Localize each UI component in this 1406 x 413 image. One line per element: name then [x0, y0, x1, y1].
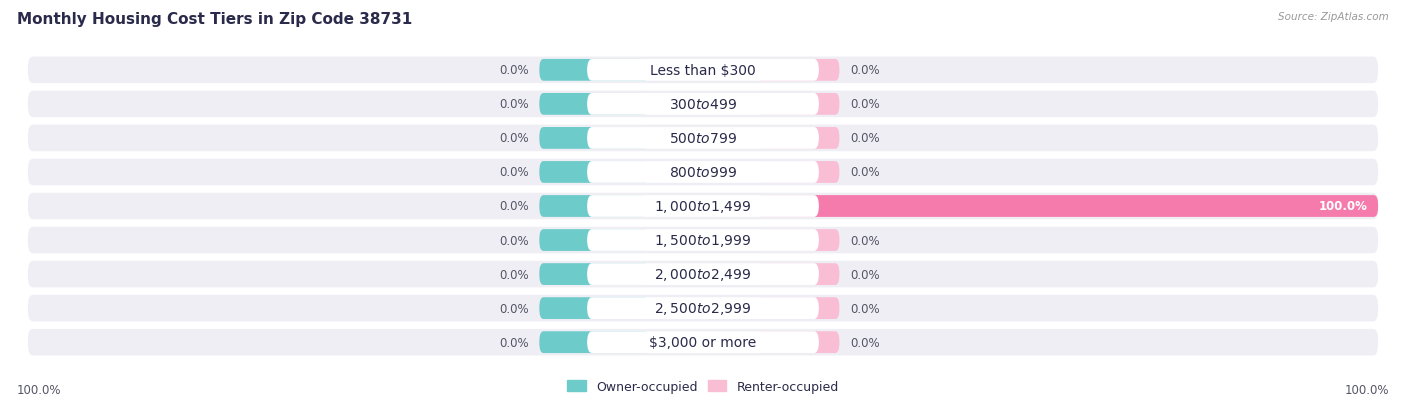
Text: $3,000 or more: $3,000 or more [650, 335, 756, 349]
Text: $1,500 to $1,999: $1,500 to $1,999 [654, 233, 752, 249]
FancyBboxPatch shape [28, 227, 1378, 254]
Text: 0.0%: 0.0% [851, 302, 880, 315]
FancyBboxPatch shape [588, 94, 818, 116]
FancyBboxPatch shape [540, 230, 648, 252]
Text: 0.0%: 0.0% [499, 166, 529, 179]
FancyBboxPatch shape [588, 196, 818, 217]
FancyBboxPatch shape [540, 128, 648, 150]
FancyBboxPatch shape [758, 94, 839, 116]
Text: $500 to $799: $500 to $799 [669, 132, 737, 145]
Text: 0.0%: 0.0% [499, 268, 529, 281]
FancyBboxPatch shape [540, 60, 648, 81]
Text: Source: ZipAtlas.com: Source: ZipAtlas.com [1278, 12, 1389, 22]
FancyBboxPatch shape [540, 161, 648, 183]
Text: 100.0%: 100.0% [17, 384, 62, 396]
FancyBboxPatch shape [28, 91, 1378, 118]
Text: 0.0%: 0.0% [499, 98, 529, 111]
Text: 0.0%: 0.0% [851, 98, 880, 111]
FancyBboxPatch shape [28, 125, 1378, 152]
Text: 100.0%: 100.0% [1319, 200, 1367, 213]
Text: $800 to $999: $800 to $999 [669, 166, 737, 180]
Text: $300 to $499: $300 to $499 [669, 97, 737, 112]
FancyBboxPatch shape [588, 263, 818, 285]
Text: 0.0%: 0.0% [499, 234, 529, 247]
FancyBboxPatch shape [758, 263, 839, 285]
FancyBboxPatch shape [540, 94, 648, 116]
FancyBboxPatch shape [540, 332, 648, 353]
Text: 0.0%: 0.0% [499, 64, 529, 77]
Text: 0.0%: 0.0% [499, 336, 529, 349]
FancyBboxPatch shape [28, 159, 1378, 186]
FancyBboxPatch shape [588, 332, 818, 353]
Text: 0.0%: 0.0% [851, 64, 880, 77]
Text: Less than $300: Less than $300 [650, 64, 756, 78]
FancyBboxPatch shape [588, 128, 818, 150]
Text: 0.0%: 0.0% [499, 132, 529, 145]
Text: Monthly Housing Cost Tiers in Zip Code 38731: Monthly Housing Cost Tiers in Zip Code 3… [17, 12, 412, 27]
FancyBboxPatch shape [28, 329, 1378, 356]
FancyBboxPatch shape [758, 230, 839, 252]
FancyBboxPatch shape [588, 60, 818, 81]
Text: 100.0%: 100.0% [1344, 384, 1389, 396]
FancyBboxPatch shape [540, 263, 648, 285]
FancyBboxPatch shape [28, 261, 1378, 288]
Text: 0.0%: 0.0% [851, 132, 880, 145]
FancyBboxPatch shape [758, 60, 839, 81]
FancyBboxPatch shape [588, 161, 818, 183]
FancyBboxPatch shape [758, 297, 839, 319]
Text: 0.0%: 0.0% [851, 166, 880, 179]
Text: $2,500 to $2,999: $2,500 to $2,999 [654, 300, 752, 316]
FancyBboxPatch shape [758, 128, 839, 150]
Legend: Owner-occupied, Renter-occupied: Owner-occupied, Renter-occupied [568, 380, 838, 393]
Text: 0.0%: 0.0% [851, 268, 880, 281]
FancyBboxPatch shape [28, 295, 1378, 322]
FancyBboxPatch shape [758, 332, 839, 353]
FancyBboxPatch shape [540, 196, 648, 217]
Text: 0.0%: 0.0% [499, 302, 529, 315]
FancyBboxPatch shape [28, 57, 1378, 84]
FancyBboxPatch shape [758, 196, 1378, 217]
Text: $1,000 to $1,499: $1,000 to $1,499 [654, 199, 752, 214]
Text: 0.0%: 0.0% [851, 234, 880, 247]
Text: $2,000 to $2,499: $2,000 to $2,499 [654, 266, 752, 282]
Text: 0.0%: 0.0% [851, 336, 880, 349]
FancyBboxPatch shape [540, 297, 648, 319]
FancyBboxPatch shape [588, 230, 818, 252]
FancyBboxPatch shape [588, 297, 818, 319]
Text: 0.0%: 0.0% [499, 200, 529, 213]
FancyBboxPatch shape [28, 193, 1378, 220]
FancyBboxPatch shape [758, 161, 839, 183]
